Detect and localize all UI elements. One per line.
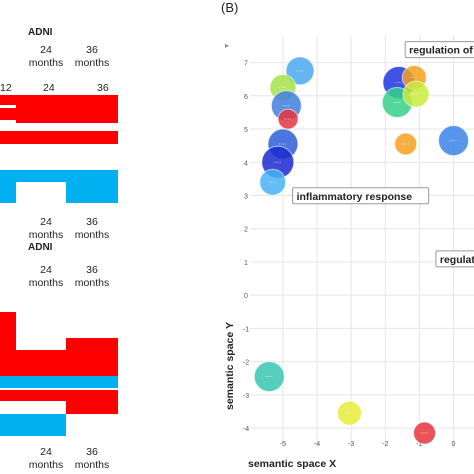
x-tick-label: -5	[280, 441, 286, 448]
x-axis-label: semantic space X	[248, 458, 336, 470]
x-tick-label: -1	[416, 441, 422, 448]
axis-tick-labels: -5 -4 -3 -2 -1 0 -4 -3 -2 -1 0 1 2 3 4 5 6 7	[243, 61, 456, 448]
bottom-red-block-b	[16, 350, 66, 376]
tick-unit: months	[28, 57, 64, 69]
annotation-1: inflammatory response	[292, 187, 430, 205]
top-red-band-full	[0, 131, 118, 144]
tick-number: 36	[86, 216, 98, 228]
y-tick-label: 5	[244, 127, 248, 134]
y-tick-label: 2	[244, 227, 248, 234]
bottom-red-block-c	[66, 338, 118, 376]
tick-number: 24	[40, 446, 52, 458]
top-num-tick-24: 24	[43, 82, 55, 94]
y-tick-label: 7	[244, 61, 248, 68]
x-tick-label: 0	[452, 441, 456, 448]
semantic-scatter-plot: -5 -4 -3 -2 -1 0 -4 -3 -2 -1 0 1 2 3 4 5 6 7 regulation o…	[224, 36, 474, 470]
bottom-blue-block-right	[16, 414, 66, 436]
tick-unit: months	[74, 459, 110, 471]
y-tick-label: 3	[244, 193, 248, 200]
top-adni-title: ADNI	[28, 27, 53, 38]
annotation-labels: regulation of natural kil inflammatory re…	[292, 41, 474, 268]
tick-unit: months	[28, 459, 64, 471]
y-tick-label: -4	[243, 426, 249, 433]
annotation-0: regulation of natural kil	[404, 41, 474, 59]
tick-number: 36	[86, 446, 98, 458]
top-blue-band-lower-right	[66, 182, 118, 203]
top-num-tick-12: 12	[0, 82, 12, 94]
bottom-adni-title: ADNI	[28, 242, 53, 253]
tick-unit: months	[28, 229, 64, 241]
bottom-red-block-d	[66, 401, 118, 414]
x-tick-label: -3	[348, 441, 354, 448]
tick-number: 36	[86, 44, 98, 56]
bottom-blue-band-upper	[0, 376, 118, 388]
panel-b-label: (B)	[221, 0, 239, 15]
tick-unit: months	[28, 277, 64, 289]
annotation-box	[292, 187, 430, 205]
annotation-text: inflammatory response	[297, 191, 413, 203]
y-tick-label: 1	[244, 260, 248, 267]
top-month-tick-36: 36 months	[72, 44, 112, 70]
tick-unit: months	[74, 277, 110, 289]
y-axis-label: semantic space Y	[224, 322, 236, 410]
bottom-red-band-middle	[0, 390, 118, 401]
y-tick-label: 0	[244, 293, 248, 300]
top-red-cell-left	[0, 108, 16, 120]
bottom-blue-block-left	[0, 414, 16, 436]
bottom-bottom-tick-36: 36 months	[72, 446, 112, 472]
tick-number: 24	[40, 44, 52, 56]
bubble-14[interactable]	[336, 400, 362, 426]
plot-menu-icon[interactable]: ▸	[225, 41, 229, 50]
annotation-box	[435, 250, 474, 268]
annotation-box	[404, 41, 474, 59]
tick-unit: months	[74, 229, 110, 241]
y-tick-label: -3	[243, 393, 249, 400]
bottom-red-block-a	[0, 312, 16, 376]
y-tick-label: 4	[244, 160, 248, 167]
y-tick-label: -2	[243, 360, 249, 367]
tick-number: 36	[86, 264, 98, 276]
x-tick-label: -4	[314, 441, 320, 448]
tick-number: 24	[40, 216, 52, 228]
top-bottom-tick-24: 24 months	[26, 216, 66, 242]
tick-number: 24	[40, 264, 52, 276]
bottom-bottom-tick-24: 24 months	[26, 446, 66, 472]
top-blue-band-lower-left	[0, 182, 16, 203]
bottom-month-tick-36: 36 months	[72, 264, 112, 290]
bubbles	[253, 56, 470, 445]
annotation-2: regulation o	[435, 250, 474, 268]
bottom-month-tick-24: 24 months	[26, 264, 66, 290]
x-tick-label: -2	[382, 441, 388, 448]
tick-unit: months	[74, 57, 110, 69]
annotation-text: regulation of natural kil	[409, 45, 474, 57]
top-red-band-right	[16, 95, 118, 123]
bubble-6[interactable]	[259, 168, 287, 196]
y-tick-label: -1	[243, 326, 249, 333]
top-bottom-tick-36: 36 months	[72, 216, 112, 242]
top-month-tick-24: 24 months	[26, 44, 66, 70]
y-tick-label: 6	[244, 94, 248, 101]
top-blue-band-upper	[0, 170, 118, 182]
annotation-text: regulation o	[440, 254, 474, 266]
top-num-tick-36: 36	[97, 82, 109, 94]
top-red-band-left	[0, 95, 16, 105]
